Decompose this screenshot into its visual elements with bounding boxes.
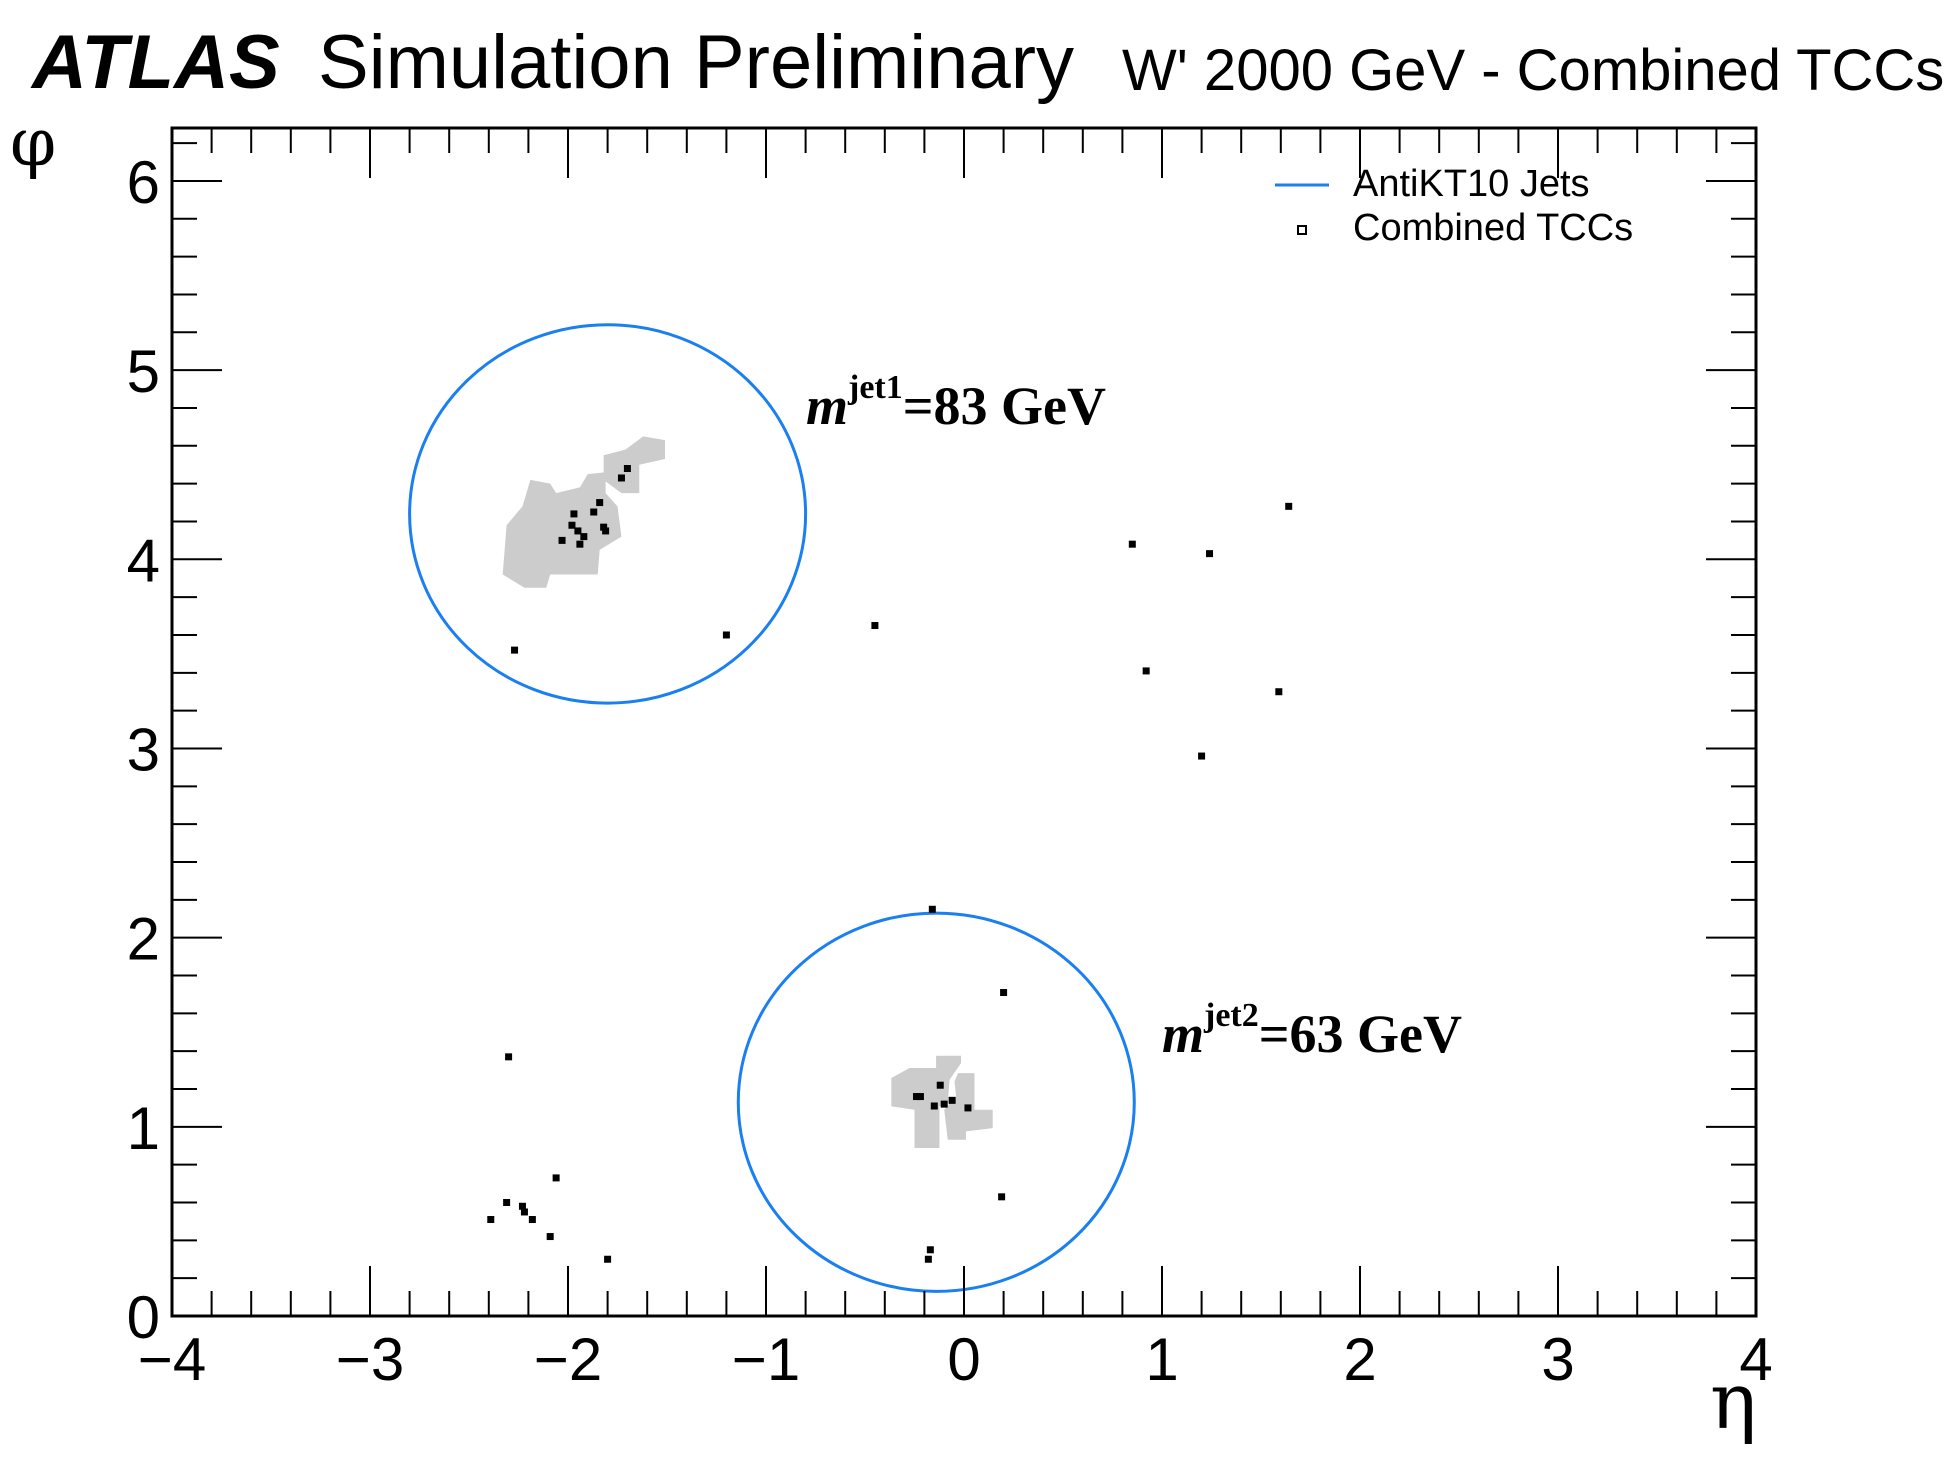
jet2-mass-value: =63 GeV	[1259, 1004, 1462, 1064]
x-tick-label: −4	[138, 1326, 206, 1393]
x-tick-label: 3	[1541, 1326, 1574, 1393]
tcc-point	[1275, 688, 1283, 696]
tcc-point	[570, 510, 578, 518]
x-tick-label: −2	[534, 1326, 602, 1393]
tcc-point	[511, 646, 519, 654]
tcc-point	[1285, 502, 1293, 510]
tcc-point	[520, 1208, 528, 1216]
tcc-point	[1206, 550, 1214, 558]
y-axis-title: φ	[10, 104, 56, 181]
tcc-point	[568, 521, 576, 529]
y-tick-label: 6	[127, 149, 160, 216]
tcc-point	[596, 499, 604, 507]
tcc-point	[936, 1081, 944, 1089]
jet-2-circle	[736, 911, 1136, 1293]
tcc-point	[617, 474, 625, 482]
jet2-sup: jet2	[1203, 997, 1259, 1034]
cluster-region	[891, 1055, 962, 1149]
tcc-point	[871, 622, 879, 630]
tcc-point	[518, 1202, 526, 1210]
tcc-point	[528, 1216, 536, 1224]
jet1-mass-annotation: mjet1=83 GeV	[806, 369, 1106, 436]
tcc-point	[940, 1100, 948, 1108]
y-tick-label: 1	[127, 1095, 160, 1162]
tcc-points	[487, 465, 1293, 1263]
y-tick-label: 2	[127, 906, 160, 973]
sample-label: W' 2000 GeV - Combined TCCs	[1122, 38, 1944, 103]
y-tick-label: 5	[127, 338, 160, 405]
y-axis-label: φ	[10, 104, 56, 181]
jet1-sup: jet1	[847, 369, 903, 406]
experiment-label: ATLAS	[30, 20, 280, 105]
tcc-point	[912, 1093, 920, 1101]
jet2-m: m	[1162, 1004, 1204, 1064]
legend-jet-label: AntiKT10 Jets	[1353, 163, 1590, 205]
title: ATLAS Simulation Preliminary W' 2000 GeV…	[30, 20, 1944, 105]
tcc-point	[602, 527, 610, 535]
legend: AntiKT10 Jets Combined TCCs	[1275, 163, 1633, 249]
tcc-point	[503, 1198, 511, 1206]
y-tick-label: 0	[127, 1284, 160, 1351]
svg-text:mjet2=63 GeV: mjet2=63 GeV	[1162, 997, 1462, 1064]
x-axis-label: η	[1710, 1357, 1757, 1447]
x-tick-label: −3	[336, 1326, 404, 1393]
tcc-point	[1128, 540, 1136, 548]
legend-tcc-marker	[1297, 225, 1307, 235]
tcc-point	[487, 1216, 495, 1224]
x-axis-title: η	[1710, 1357, 1757, 1447]
jet1-mass-value: =83 GeV	[903, 376, 1106, 436]
y-tick-label: 3	[127, 716, 160, 783]
tcc-point	[600, 523, 608, 531]
tcc-point	[1000, 989, 1008, 997]
tcc-point	[926, 1246, 934, 1254]
tcc-point	[590, 508, 598, 516]
tcc-point	[558, 536, 566, 544]
tcc-point	[722, 631, 730, 639]
tcc-point	[604, 1255, 612, 1263]
jet2-mass-annotation: mjet2=63 GeV	[1162, 997, 1462, 1064]
y-tick-label: 4	[127, 527, 160, 594]
axes: −4 −3 −2 −1 0 1 2 3 4 0 1 2 3 4 5 6	[127, 126, 1773, 1393]
tcc-point	[546, 1233, 554, 1241]
cluster-region	[603, 436, 666, 494]
tcc-point	[998, 1193, 1006, 1201]
tcc-point	[576, 540, 584, 548]
cluster-region	[502, 472, 622, 588]
tcc-point	[505, 1053, 513, 1061]
tcc-point	[928, 905, 936, 913]
x-tick-label: −1	[732, 1326, 800, 1393]
tcc-point	[1142, 667, 1150, 675]
x-tick-label: 0	[947, 1326, 980, 1393]
jet-1-circle	[408, 323, 808, 705]
tcc-point	[574, 527, 582, 535]
tcc-point	[916, 1093, 924, 1101]
legend-tcc-label: Combined TCCs	[1353, 207, 1633, 249]
x-tick-label: 2	[1343, 1326, 1376, 1393]
tcc-point	[930, 1102, 938, 1110]
x-tick-label: 4	[1739, 1326, 1772, 1393]
jets	[408, 323, 1136, 1293]
svg-text:mjet1=83 GeV: mjet1=83 GeV	[806, 369, 1106, 436]
jet1-m: m	[806, 376, 848, 436]
tcc-point	[1198, 752, 1206, 760]
tcc-point	[552, 1174, 560, 1182]
x-tick-label: 1	[1145, 1326, 1178, 1393]
tcc-point	[924, 1255, 932, 1263]
tcc-point	[948, 1096, 956, 1104]
status-label: Simulation Preliminary	[318, 20, 1074, 105]
tcc-point	[580, 533, 588, 541]
tcc-point	[623, 465, 631, 473]
tcc-point	[964, 1104, 972, 1112]
